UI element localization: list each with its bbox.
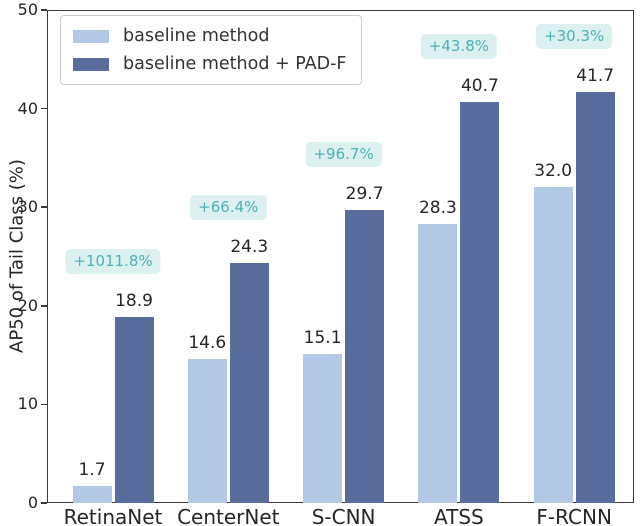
- legend: baseline method baseline method + PAD-F: [60, 15, 362, 85]
- bar-value-label: 28.3: [418, 197, 457, 218]
- y-tick-mark: [41, 403, 47, 406]
- y-tick-label: 0: [27, 493, 38, 512]
- y-tick-mark: [41, 305, 47, 307]
- improvement-badge-retinanet: +1011.8%: [65, 248, 161, 274]
- y-tick-label: 20: [17, 295, 38, 315]
- bar-value-label: 41.7: [576, 65, 615, 86]
- y-tick-mark: [41, 502, 47, 504]
- x-tick-label-s-cnn: S-CNN: [311, 505, 376, 526]
- bar-value-label: 29.7: [345, 184, 384, 205]
- bar-value-label: 40.7: [460, 75, 499, 96]
- bar-value-label: 15.1: [303, 328, 342, 349]
- legend-label-baseline: baseline method: [123, 26, 270, 46]
- x-tick-label-retinanet: RetinaNet: [63, 505, 163, 526]
- improvement-badge-s-cnn: +96.7%: [305, 142, 382, 168]
- bar-baseline-method-pad-f-retinanet: [114, 316, 154, 503]
- bar-baseline-method-pad-f-centernet: [229, 263, 269, 503]
- x-tick-label-atss: ATSS: [434, 505, 484, 526]
- legend-item-pad-f: baseline method + PAD-F: [73, 54, 347, 74]
- y-tick-label: 10: [17, 394, 38, 414]
- bar-baseline-method-retinanet: [72, 486, 112, 503]
- bar-baseline-method-s-cnn: [303, 354, 343, 503]
- y-tick-label: 40: [17, 98, 38, 118]
- x-tick-label-f-rcnn: F-RCNN: [536, 505, 612, 526]
- improvement-badge-atss: +43.8%: [420, 33, 498, 59]
- bar-baseline-method-f-rcnn: [533, 187, 573, 503]
- legend-item-baseline: baseline method: [73, 26, 347, 46]
- bar-value-label: 14.6: [188, 333, 227, 354]
- bar-value-label: 1.7: [78, 460, 106, 481]
- bar-value-label: 18.9: [115, 290, 153, 311]
- y-tick-mark: [41, 206, 47, 208]
- bar-baseline-method-centernet: [187, 359, 227, 503]
- bar-value-label: 24.3: [230, 237, 269, 258]
- y-tick-mark: [41, 9, 47, 11]
- y-axis-title: AP50 of Tail Class (%): [6, 159, 28, 353]
- improvement-badge-centernet: +66.4%: [190, 195, 267, 221]
- legend-swatch-baseline: [73, 29, 109, 43]
- y-tick-label: 30: [17, 197, 38, 217]
- bar-baseline-method-atss: [418, 223, 458, 503]
- bar-baseline-method-pad-f-atss: [460, 101, 500, 503]
- bar-baseline-method-pad-f-f-rcnn: [575, 91, 615, 503]
- improvement-badge-f-rcnn: +30.3%: [536, 23, 613, 49]
- y-tick-mark: [41, 107, 47, 110]
- y-tick-label: 50: [17, 0, 38, 19]
- legend-swatch-pad-f: [73, 57, 109, 71]
- x-tick-label-centernet: CenterNet: [177, 505, 280, 526]
- bar-baseline-method-pad-f-s-cnn: [345, 210, 385, 503]
- bar-value-label: 32.0: [534, 161, 573, 182]
- legend-label-pad-f: baseline method + PAD-F: [123, 54, 347, 74]
